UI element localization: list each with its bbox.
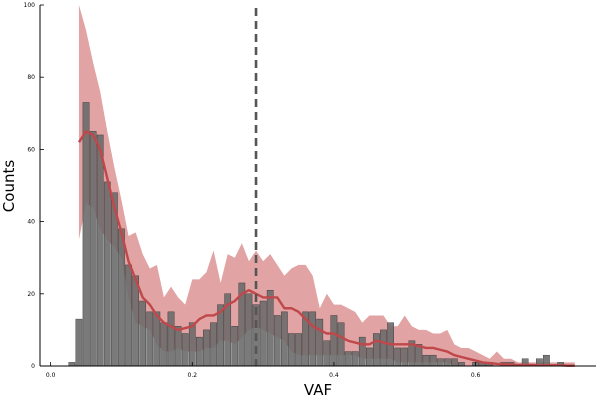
- x-tick-label: 0.6: [471, 372, 481, 379]
- histogram-bar: [288, 333, 295, 367]
- histogram-bar: [167, 311, 175, 367]
- histogram-bar: [366, 347, 373, 367]
- histogram-bar: [451, 358, 458, 367]
- histogram-bars-layer: [68, 102, 564, 367]
- histogram-bar: [153, 311, 161, 367]
- histogram-bar: [82, 102, 90, 367]
- histogram-bar: [96, 134, 104, 367]
- histogram-bar: [103, 181, 111, 367]
- histogram-bar: [351, 351, 359, 367]
- histogram-bar: [330, 315, 338, 367]
- histogram-bar: [174, 326, 182, 367]
- histogram-bar: [68, 362, 76, 367]
- histogram-bar: [422, 354, 430, 367]
- histogram-bar: [401, 347, 409, 367]
- histogram-bar: [429, 354, 437, 367]
- histogram-bar: [458, 362, 465, 367]
- confidence-band-layer: [78, 5, 575, 366]
- axes-layer: [39, 5, 596, 367]
- histogram-bar: [188, 322, 196, 367]
- y-axis-title: Counts: [0, 160, 18, 213]
- histogram-bar: [259, 300, 267, 367]
- y-tick-label: 20: [27, 291, 35, 298]
- histogram-bar: [337, 322, 345, 367]
- fit-line: [77, 130, 575, 367]
- y-tick-label: 0: [31, 363, 35, 370]
- histogram-bar: [139, 300, 147, 367]
- histogram-bar: [125, 264, 132, 367]
- histogram-bar: [281, 311, 288, 367]
- histogram-bar: [344, 351, 352, 367]
- histogram-bar: [358, 336, 366, 367]
- histogram-bar: [273, 315, 281, 367]
- histogram-bar: [118, 228, 125, 367]
- x-axis-title: VAF: [304, 381, 332, 399]
- histogram-bar: [436, 358, 444, 367]
- x-tick-label: 0.4: [329, 372, 339, 379]
- fit-line-layer: [77, 130, 575, 367]
- histogram-bar: [196, 336, 203, 367]
- x-ticks-layer: 0.0 0.2 0.4 0.6: [46, 362, 481, 379]
- histogram-bar: [373, 333, 380, 367]
- confidence-band: [78, 5, 575, 366]
- histogram-bar: [323, 340, 331, 367]
- y-tick-label: 100: [24, 2, 36, 9]
- y-ticks-layer: 0 20 40 60 80 100: [24, 2, 44, 370]
- histogram-bar: [146, 311, 154, 367]
- histogram-bar: [295, 333, 302, 367]
- histogram-bar: [443, 358, 451, 367]
- histogram-bar: [394, 347, 402, 367]
- y-tick-label: 80: [27, 74, 35, 81]
- x-tick-label: 0.2: [188, 372, 198, 379]
- histogram-bar: [245, 293, 253, 367]
- histogram-bar: [316, 318, 324, 367]
- histogram-bar: [181, 333, 189, 367]
- y-tick-label: 40: [27, 219, 35, 226]
- histogram-bar: [132, 275, 139, 367]
- histogram-bar: [231, 326, 239, 367]
- histogram-bar: [266, 289, 274, 367]
- histogram-bar: [203, 329, 210, 367]
- histogram-bar: [380, 329, 387, 367]
- histogram-bar: [160, 322, 168, 367]
- histogram-bar: [89, 131, 97, 367]
- histogram-bar: [75, 318, 83, 367]
- y-tick-label: 60: [27, 146, 35, 153]
- x-tick-label: 0.0: [46, 372, 56, 379]
- histogram-bar: [309, 311, 317, 367]
- histogram-bar: [210, 322, 217, 367]
